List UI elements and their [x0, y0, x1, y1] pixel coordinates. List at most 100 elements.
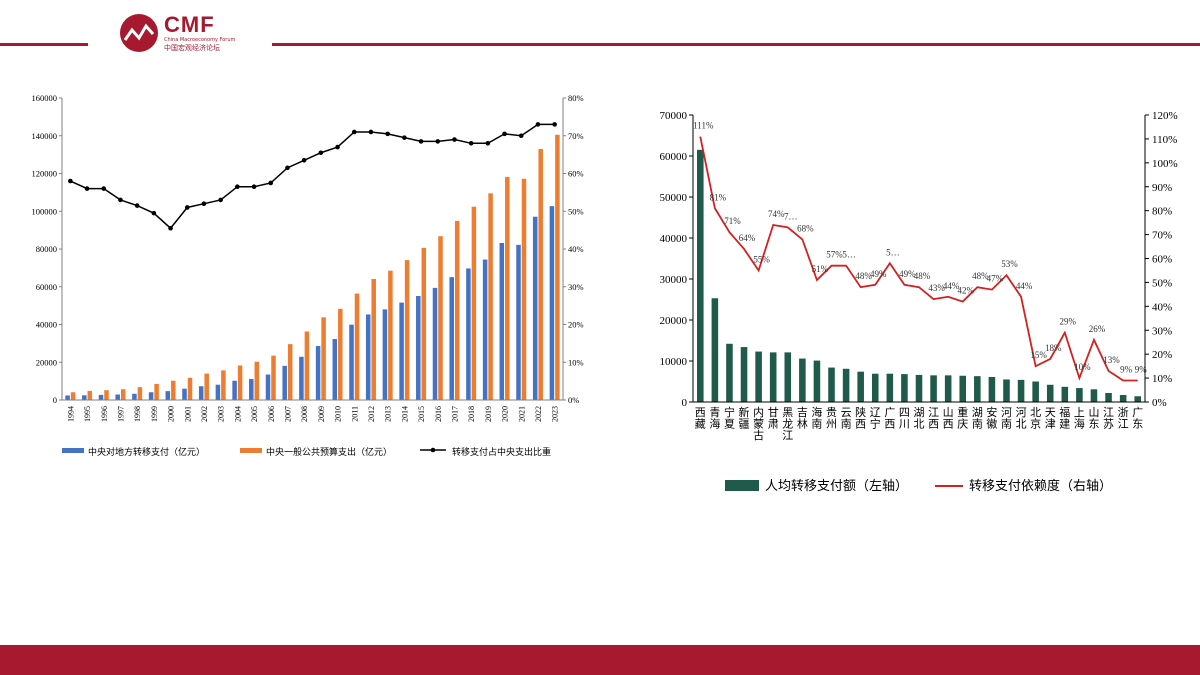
right-tick-label: 100%: [1152, 158, 1178, 170]
x-tick-label: 海南: [811, 405, 822, 431]
x-tick-label: 湖南: [972, 406, 983, 431]
ratio-point: [285, 165, 290, 171]
ratio-point: [168, 225, 173, 231]
x-tick-label: 重庆: [957, 405, 968, 431]
x-tick-label: 宁夏: [724, 405, 735, 431]
x-tick-label: 2022: [534, 406, 543, 422]
bar-per-capita-transfer: [784, 352, 792, 402]
right-tick-label: 80%: [1152, 206, 1172, 218]
x-tick-label: 甘肃: [768, 406, 779, 431]
legend-swatch-central-spending: [240, 448, 262, 453]
right-tick-label: 10%: [568, 357, 584, 367]
bar-per-capita-transfer: [886, 373, 894, 402]
bar-transfer: [315, 346, 321, 400]
bar-transfer: [215, 384, 221, 400]
footer-bar: [0, 645, 1200, 675]
x-tick-label: 2011: [350, 406, 359, 422]
x-tick-label: 2006: [267, 406, 276, 422]
ratio-point: [68, 178, 73, 184]
bar-transfer: [132, 393, 137, 400]
dependency-data-label: 71%: [724, 216, 741, 226]
bar-per-capita-transfer: [974, 376, 981, 402]
bar-per-capita-transfer: [1032, 381, 1039, 402]
dependency-data-label: 64%: [739, 233, 756, 243]
dependency-line: [699, 136, 1138, 382]
x-tick-label: 2021: [517, 406, 526, 422]
bar-per-capita-transfer: [959, 375, 967, 402]
x-tick-label: 福建: [1059, 405, 1070, 431]
logo-subtitle: China Macroeconomy Forum: [164, 37, 236, 43]
x-tick-label: 安徽: [986, 405, 997, 431]
bar-transfer: [249, 379, 254, 400]
legend-marker-ratio: [430, 447, 436, 453]
bar-per-capita-transfer: [930, 375, 937, 402]
bar-central-spending: [538, 148, 543, 400]
bar-transfer: [332, 339, 338, 400]
bar-transfer: [382, 309, 388, 400]
bar-per-capita-transfer: [740, 347, 748, 402]
left-tick-label: 60000: [36, 282, 57, 292]
left-tick-label: 140000: [32, 131, 58, 141]
bar-transfer: [82, 395, 87, 400]
bar-per-capita-transfer: [842, 368, 850, 402]
bar-transfer: [532, 216, 538, 400]
x-tick-label: 吉林: [797, 406, 808, 431]
bar-transfer: [432, 287, 438, 400]
dependency-data-label: 15%: [1030, 350, 1047, 360]
x-tick-label: 2007: [283, 406, 292, 422]
dependency-data-label: 10%: [1074, 362, 1091, 372]
dependency-data-label: 57%: [826, 250, 843, 260]
bar-central-spending: [388, 270, 393, 400]
bar-central-spending: [204, 373, 209, 400]
ratio-point: [251, 184, 257, 190]
bar-per-capita-transfer: [1119, 395, 1127, 402]
legend-label-per-capita: 人均转移支付额（左轴）: [765, 478, 908, 493]
ratio-point: [318, 150, 324, 156]
bar-per-capita-transfer: [901, 374, 908, 402]
x-tick-label: 2019: [484, 406, 493, 422]
ratio-point: [84, 186, 90, 191]
right-tick-label: 50%: [568, 206, 584, 216]
legend-swatch-per-capita: [725, 480, 759, 491]
ratio-point: [368, 129, 374, 135]
dependency-data-label: 49%: [870, 269, 887, 279]
x-tick-label: 1998: [133, 406, 142, 422]
ratio-point: [452, 137, 457, 142]
logo-chinese-subtitle: 中国宏观经济论坛: [164, 44, 220, 52]
bar-central-spending: [304, 331, 310, 400]
x-tick-label: 浙江: [1118, 406, 1129, 431]
left-tick-label: 70000: [660, 110, 688, 122]
ratio-point: [418, 139, 424, 144]
bar-transfer: [449, 277, 454, 400]
left-tick-label: 160000: [32, 93, 58, 103]
dependency-data-label: 9%: [1120, 364, 1133, 374]
right-tick-label: 20%: [568, 320, 584, 330]
right-tick-label: 60%: [1152, 254, 1172, 266]
ratio-point: [151, 210, 157, 216]
right-tick-label: 10%: [1152, 373, 1172, 385]
bar-central-spending: [120, 389, 126, 400]
right-tick-label: 80%: [568, 93, 584, 103]
bar-per-capita-transfer: [857, 371, 864, 402]
dependency-data-label: 68%: [797, 223, 814, 233]
x-tick-label: 江西: [928, 406, 939, 431]
bar-per-capita-transfer: [711, 298, 719, 402]
bar-transfer: [265, 374, 271, 400]
x-tick-label: 2003: [217, 406, 226, 422]
bar-central-spending: [70, 392, 76, 400]
bar-central-spending: [505, 176, 510, 400]
left-tick-label: 60000: [660, 151, 688, 163]
x-tick-label: 黑龙江: [782, 406, 793, 442]
bar-per-capita-transfer: [915, 374, 923, 402]
left-tick-label: 80000: [36, 244, 57, 254]
x-tick-label: 2013: [384, 406, 393, 422]
ratio-point: [301, 157, 307, 163]
bar-transfer: [299, 356, 304, 400]
dependency-data-label: 111%: [693, 121, 714, 131]
bar-transfer: [165, 391, 171, 400]
ratio-point: [485, 141, 491, 146]
bar-transfer: [115, 394, 120, 400]
x-tick-label: 2000: [167, 406, 176, 422]
x-tick-label: 贵州: [826, 406, 837, 431]
bar-central-spending: [438, 236, 443, 400]
